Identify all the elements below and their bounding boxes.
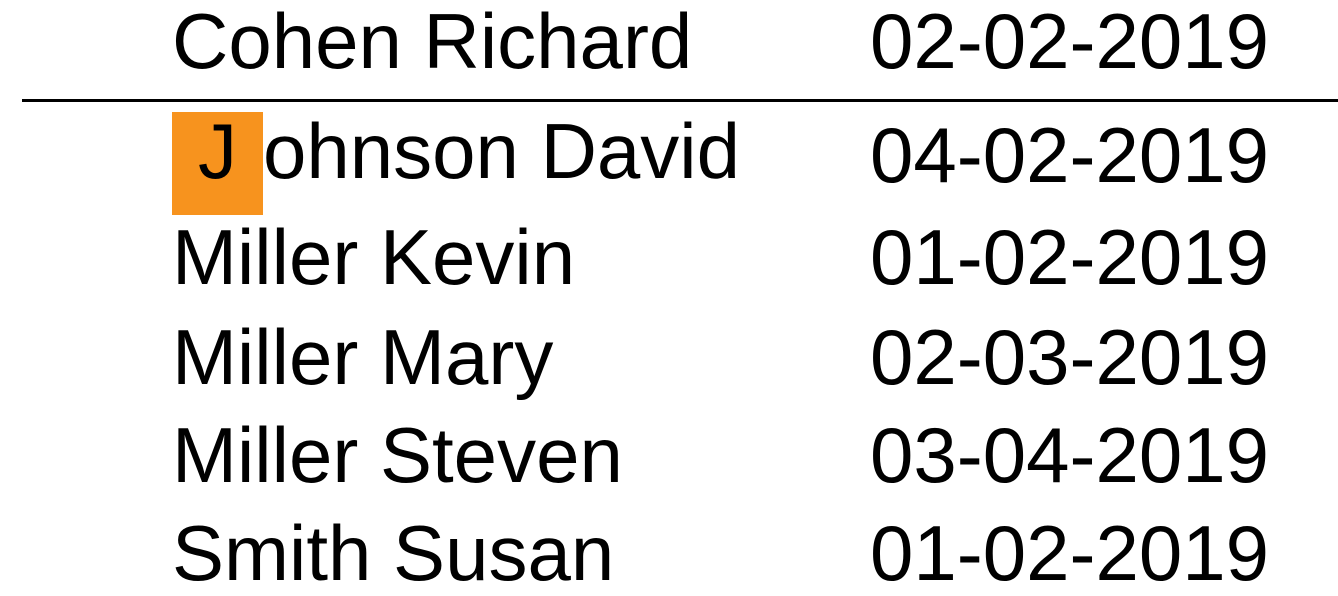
name-cell: Miller Steven	[172, 411, 623, 499]
date-cell: 03-04-2019	[870, 411, 1269, 499]
date-cell: 02-02-2019	[870, 0, 1269, 85]
cursor-highlight: J	[172, 106, 263, 216]
highlighted-letter: J	[198, 107, 237, 195]
list-item[interactable]: Miller Mary 02-03-2019	[0, 312, 1338, 412]
date-cell: 02-03-2019	[870, 313, 1269, 401]
date-cell: 01-02-2019	[870, 509, 1269, 596]
date-cell: 01-02-2019	[870, 213, 1269, 301]
row-divider	[22, 99, 1338, 102]
list-item[interactable]: Smith Susan 01-02-2019	[0, 508, 1338, 596]
name-rest: ohnson David	[263, 107, 740, 195]
name-cell: Miller Mary	[172, 313, 554, 401]
name-cell: Cohen Richard	[172, 0, 693, 85]
date-cell: 04-02-2019	[870, 111, 1269, 199]
name-cell: Miller Kevin	[172, 213, 576, 301]
list-item[interactable]: Miller Kevin 01-02-2019	[0, 212, 1338, 312]
list-item[interactable]: Miller Steven 03-04-2019	[0, 410, 1338, 510]
list-item[interactable]: Cohen Richard 02-02-2019	[0, 0, 1338, 96]
name-cell: Smith Susan	[172, 509, 615, 596]
